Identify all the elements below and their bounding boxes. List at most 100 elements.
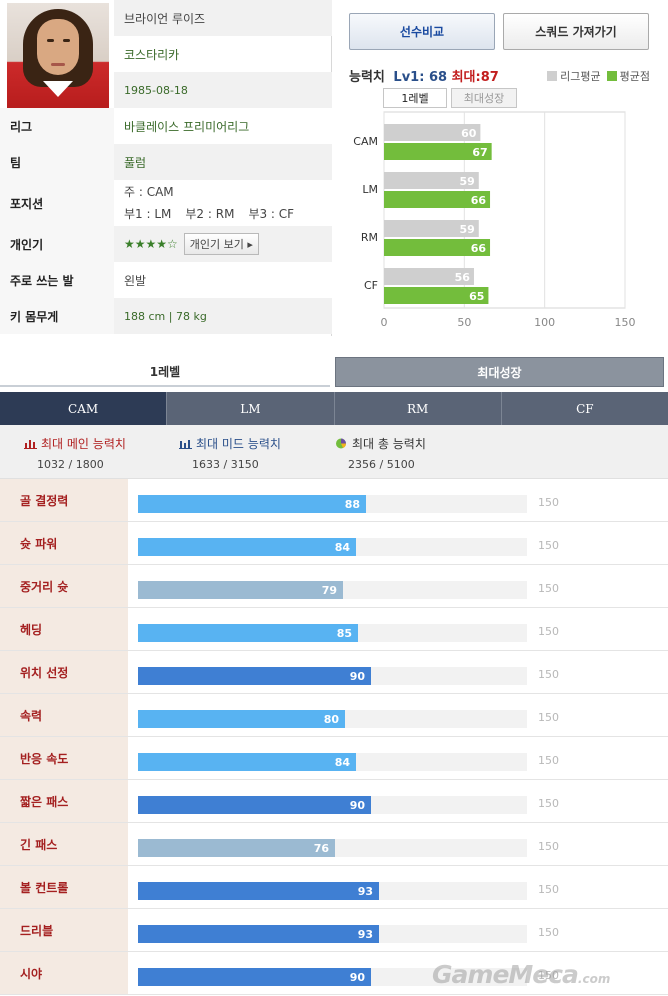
league-value: 바클레이스 프리미어리그	[114, 108, 332, 144]
stat-bar-track: 88	[138, 495, 527, 513]
ability-panel: 선수비교 스쿼드 가져가기 능력치 Lv1: 68 최대:87 리그평균 평균점…	[333, 0, 668, 336]
tab-cam[interactable]: CAM	[0, 392, 168, 425]
stat-name: 속력	[0, 694, 128, 736]
stat-row: 드리블 93 150	[0, 909, 668, 952]
stat-value: 93	[357, 884, 373, 898]
chart-tabs: 1레벨 최대성장	[383, 88, 517, 108]
stat-row: 긴 패스 76 150	[0, 823, 668, 866]
league-label: 리그	[10, 119, 33, 134]
stat-row: 짧은 패스 90 150	[0, 780, 668, 823]
summary-total: 최대 총 능력치 2356 / 5100	[335, 435, 426, 471]
summary-mid: 최대 미드 능력치 1633 / 3150	[179, 435, 281, 471]
stat-row: 위치 선정 90 150	[0, 651, 668, 694]
summary-main-title: 최대 메인 능력치	[41, 437, 126, 451]
position-sub-3: 부3 : CF	[248, 207, 295, 221]
summary-mid-title: 최대 미드 능력치	[196, 437, 281, 451]
stat-max: 150	[538, 969, 559, 982]
level1-tab[interactable]: 1레벨	[0, 357, 330, 387]
stat-bar-fill: 80	[138, 710, 345, 728]
pie-chart-icon	[336, 438, 346, 449]
chart-bar-label: 66	[471, 242, 487, 255]
stat-name: 드리블	[0, 909, 128, 951]
team-value: 풀럼	[114, 144, 332, 180]
body-row: 키 몸무게 188 cm | 78 kg	[0, 298, 332, 334]
position-main: 주 : CAM	[124, 185, 174, 199]
stat-name: 시야	[0, 952, 128, 994]
foot-value: 왼발	[114, 262, 332, 298]
tab-rm[interactable]: RM	[335, 392, 502, 425]
legend-avg-swatch	[606, 71, 617, 81]
chart-tab-level1[interactable]: 1레벨	[383, 88, 447, 108]
skill-label: 개인기	[10, 237, 44, 252]
tab-cf[interactable]: CF	[576, 401, 594, 416]
team-row: 팀 풀럼	[0, 144, 332, 180]
stat-bar-fill: 85	[138, 624, 358, 642]
chart-bar	[384, 287, 489, 304]
skill-value: ★★★★☆ 개인기 보기 ▸	[114, 226, 332, 262]
stat-bar-track: 93	[138, 925, 527, 943]
position-tabs: CAM LM RM CF	[0, 392, 668, 425]
chart-category-label: RM	[361, 231, 378, 244]
stat-list: 골 결정력 88 150 슛 파워 84 150 중거리 슛 79 150 헤딩 85 150 위치 선…	[0, 479, 668, 995]
chart-x-tick: 100	[534, 316, 555, 329]
chart-bar-label: 59	[459, 223, 474, 236]
stat-bar-track: 76	[138, 839, 527, 857]
summary-total-value: 2356 / 5100	[348, 458, 415, 471]
stat-max: 150	[538, 711, 559, 724]
stat-max: 150	[538, 625, 559, 638]
chart-bar	[384, 172, 479, 189]
position-bar-chart: 0 50 100 150 CAM 60 67 LM 59 66 RM 59 66 CF 56 65	[353, 111, 636, 329]
skill-row: 개인기 ★★★★☆ 개인기 보기 ▸	[0, 226, 332, 262]
legend-league-swatch	[547, 71, 558, 81]
player-nation-row: 코스타리카	[114, 36, 332, 72]
stat-value: 88	[344, 497, 360, 511]
stat-row: 볼 컨트롤 93 150	[0, 866, 668, 909]
compare-player-button[interactable]: 선수비교	[349, 13, 495, 50]
chart-bar-label: 56	[455, 271, 471, 284]
chart-tab-max-growth[interactable]: 최대성장	[451, 88, 517, 108]
position-value: 주 : CAM 부1 : LM 부2 : RM 부3 : CF	[114, 180, 332, 226]
legend-league-label: 리그평균	[560, 70, 601, 83]
stat-bar-track: 79	[138, 581, 527, 599]
take-squad-button[interactable]: 스쿼드 가져가기	[503, 13, 649, 50]
stat-bar-fill: 90	[138, 968, 371, 986]
chart-bar	[384, 239, 491, 256]
stat-max: 150	[538, 840, 559, 853]
view-skills-button[interactable]: 개인기 보기 ▸	[183, 233, 259, 255]
stat-row: 반응 속도 84 150	[0, 737, 668, 780]
max-growth-tab[interactable]: 최대성장	[335, 357, 664, 387]
chart-x-tick: 50	[457, 316, 471, 329]
stat-bar-track: 90	[138, 667, 527, 685]
stat-bar-track: 90	[138, 968, 527, 986]
summary-main: 최대 메인 능력치 1032 / 1800	[24, 435, 126, 471]
stat-value: 84	[334, 755, 350, 769]
bar-chart-icon	[179, 440, 192, 449]
chart-bar	[384, 268, 474, 285]
stat-row: 골 결정력 88 150	[0, 479, 668, 522]
stat-bar-track: 90	[138, 796, 527, 814]
ability-lv1: Lv1: 68	[393, 70, 448, 85]
chart-bar	[384, 124, 481, 141]
stat-bar-track: 84	[138, 753, 527, 771]
stat-bar-fill: 90	[138, 667, 371, 685]
chart-bar	[384, 220, 479, 237]
stat-value: 90	[349, 970, 365, 984]
stat-max: 150	[538, 926, 559, 939]
stat-max: 150	[538, 754, 559, 767]
stat-name: 헤딩	[0, 608, 128, 650]
chart-bar-label: 66	[471, 194, 487, 207]
chart-bar	[384, 143, 492, 160]
stat-row: 속력 80 150	[0, 694, 668, 737]
player-name-row: 브라이언 루이즈	[114, 0, 332, 36]
tab-lm[interactable]: LM	[167, 392, 335, 425]
stat-bar-track: 93	[138, 882, 527, 900]
position-sub-2: 부2 : RM	[185, 207, 235, 221]
player-photo	[7, 3, 109, 109]
chart-category-label: CF	[364, 279, 378, 292]
foot-row: 주로 쓰는 발 왼발	[0, 262, 332, 298]
ability-summary: 최대 메인 능력치 1032 / 1800 최대 미드 능력치 1633 / 3…	[0, 425, 668, 479]
summary-total-title: 최대 총 능력치	[352, 437, 426, 451]
stat-row: 헤딩 85 150	[0, 608, 668, 651]
stat-name: 볼 컨트롤	[0, 866, 128, 908]
body-label: 키 몸무게	[10, 309, 59, 324]
